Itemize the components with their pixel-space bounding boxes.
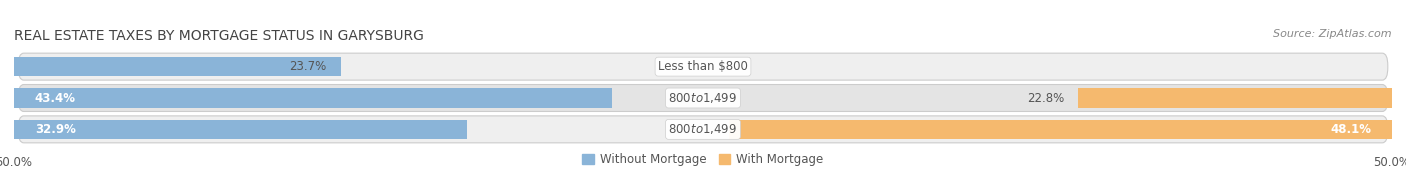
Text: 48.1%: 48.1% xyxy=(1330,123,1371,136)
Text: 32.9%: 32.9% xyxy=(35,123,76,136)
Text: Less than $800: Less than $800 xyxy=(658,60,748,73)
Text: Source: ZipAtlas.com: Source: ZipAtlas.com xyxy=(1274,29,1392,39)
Bar xyxy=(14,57,340,76)
Text: REAL ESTATE TAXES BY MORTGAGE STATUS IN GARYSBURG: REAL ESTATE TAXES BY MORTGAGE STATUS IN … xyxy=(14,29,425,43)
Text: 22.8%: 22.8% xyxy=(1026,92,1064,104)
FancyBboxPatch shape xyxy=(18,116,1388,143)
Bar xyxy=(14,120,467,139)
FancyBboxPatch shape xyxy=(18,84,1388,112)
FancyBboxPatch shape xyxy=(18,53,1388,80)
Text: 23.7%: 23.7% xyxy=(290,60,326,73)
Legend: Without Mortgage, With Mortgage: Without Mortgage, With Mortgage xyxy=(578,149,828,171)
Text: 43.4%: 43.4% xyxy=(35,92,76,104)
Bar xyxy=(1078,88,1392,108)
Text: $800 to $1,499: $800 to $1,499 xyxy=(668,91,738,105)
Bar xyxy=(14,88,612,108)
Bar xyxy=(730,120,1392,139)
Text: $800 to $1,499: $800 to $1,499 xyxy=(668,122,738,136)
